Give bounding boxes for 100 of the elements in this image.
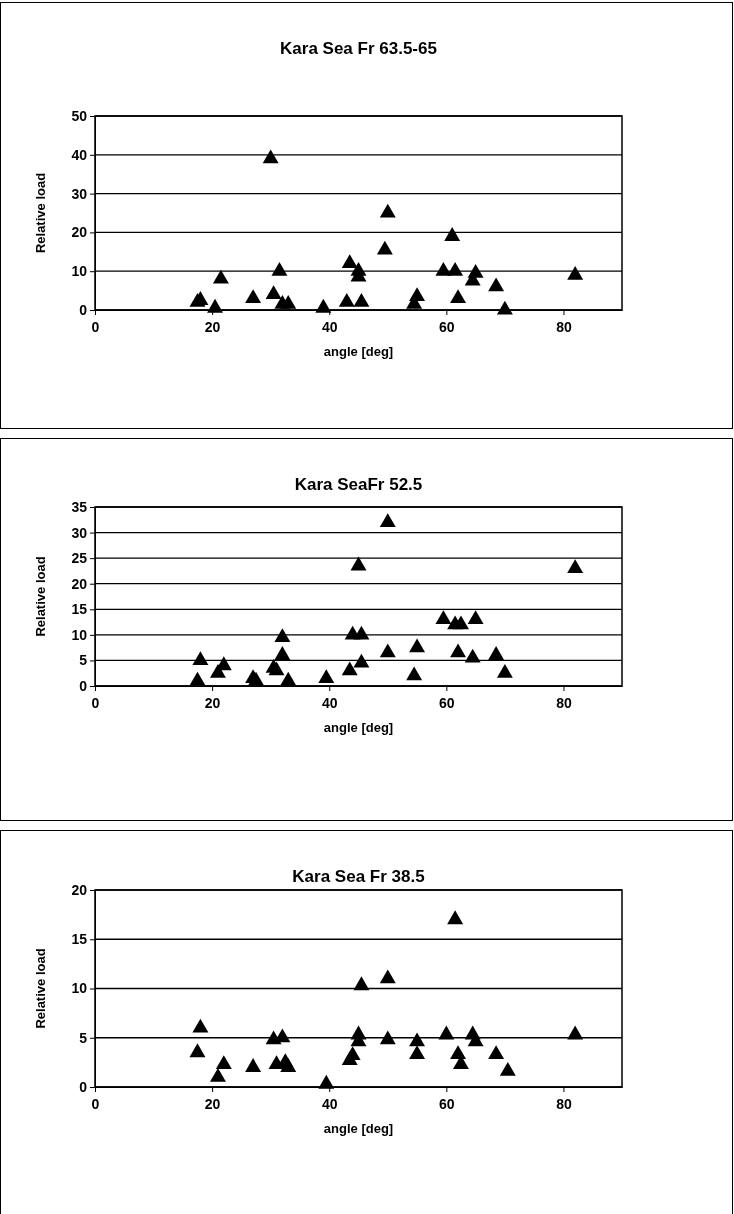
chart-title: Kara Sea Fr 38.5: [292, 867, 425, 886]
point: [499, 1062, 516, 1076]
point: [341, 661, 358, 676]
point: [210, 1067, 226, 1082]
y-tick-label: 35: [71, 498, 88, 515]
y-tick-label: 50: [71, 107, 88, 124]
point: [379, 643, 396, 658]
point: [406, 666, 423, 681]
point: [338, 293, 355, 307]
x-tick-label: 40: [321, 319, 338, 335]
point: [379, 513, 396, 527]
point: [409, 287, 426, 302]
point: [350, 1025, 367, 1040]
point: [496, 664, 513, 678]
point: [262, 149, 279, 164]
x-tick-label: 0: [91, 1096, 100, 1112]
point: [409, 1032, 426, 1047]
x-tick-label: 80: [556, 319, 572, 335]
y-tick-label: 0: [79, 301, 88, 318]
point: [567, 1025, 584, 1040]
point: [488, 646, 505, 660]
point: [318, 1074, 335, 1089]
point: [192, 651, 209, 666]
x-tick-label: 60: [439, 319, 455, 335]
point: [438, 1025, 455, 1040]
point: [379, 969, 396, 984]
y-tick-label: 20: [71, 224, 88, 241]
point: [435, 262, 452, 276]
point: [265, 285, 282, 300]
point: [280, 294, 297, 309]
point: [450, 289, 467, 303]
point: [376, 240, 393, 255]
x-axis-title: angle [deg]: [323, 720, 394, 735]
x-tick-label: 0: [91, 695, 100, 711]
point: [453, 615, 469, 630]
y-tick-label: 0: [79, 677, 88, 694]
y-tick-label: 30: [71, 185, 88, 202]
point: [192, 1018, 209, 1033]
point: [353, 293, 370, 307]
y-tick-label: 15: [71, 601, 88, 618]
point: [488, 1045, 505, 1060]
point: [409, 638, 426, 653]
point: [274, 646, 291, 660]
y-axis-title: Relative load: [33, 172, 48, 254]
point: [447, 910, 464, 925]
point: [496, 300, 513, 315]
y-axis-title: Relative load: [33, 556, 48, 637]
point: [567, 559, 584, 573]
point: [280, 671, 297, 686]
point: [274, 628, 291, 643]
y-tick-label: 5: [79, 1029, 88, 1046]
point: [447, 262, 464, 276]
chart-title: Kara SeaFr 52.5: [294, 475, 423, 494]
point: [189, 671, 206, 686]
point: [245, 1058, 262, 1072]
point: [215, 1055, 232, 1069]
x-tick-label: 0: [91, 319, 100, 335]
x-tick-label: 60: [439, 1096, 455, 1112]
point: [350, 556, 367, 571]
point: [344, 1046, 361, 1061]
x-tick-label: 80: [556, 1096, 572, 1112]
point: [315, 298, 332, 313]
point: [245, 289, 262, 303]
x-axis-title: angle [deg]: [323, 1121, 394, 1136]
x-tick-label: 20: [204, 319, 221, 335]
x-tick-label: 80: [556, 695, 572, 711]
point: [450, 643, 467, 658]
point: [189, 1043, 206, 1058]
point: [379, 1030, 396, 1045]
y-tick-label: 20: [71, 881, 88, 898]
point: [435, 610, 452, 625]
x-tick-label: 20: [204, 695, 221, 711]
y-tick-label: 10: [71, 263, 88, 280]
point: [444, 227, 461, 241]
x-tick-label: 20: [204, 1096, 221, 1112]
point: [467, 263, 484, 278]
point: [318, 669, 335, 683]
point: [280, 1058, 297, 1072]
point: [207, 298, 224, 313]
point: [271, 262, 288, 276]
point: [353, 625, 370, 640]
point: [353, 653, 370, 668]
y-axis-title: Relative load: [33, 948, 48, 1029]
y-tick-label: 0: [79, 1078, 88, 1095]
x-axis-title: angle [deg]: [323, 344, 394, 359]
x-tick-label: 40: [321, 695, 338, 711]
chart-title: Kara Sea Fr 63.5-65: [280, 39, 437, 58]
y-tick-label: 20: [71, 575, 88, 592]
y-tick-label: 25: [71, 550, 88, 567]
point: [450, 1045, 467, 1060]
y-tick-label: 40: [71, 146, 88, 163]
point: [467, 610, 484, 625]
y-tick-label: 10: [71, 626, 88, 643]
x-tick-label: 40: [321, 1096, 338, 1112]
point: [379, 203, 396, 218]
point: [488, 277, 505, 292]
x-tick-label: 60: [439, 695, 455, 711]
y-tick-label: 5: [79, 652, 88, 669]
point: [567, 265, 584, 280]
point: [212, 269, 229, 284]
